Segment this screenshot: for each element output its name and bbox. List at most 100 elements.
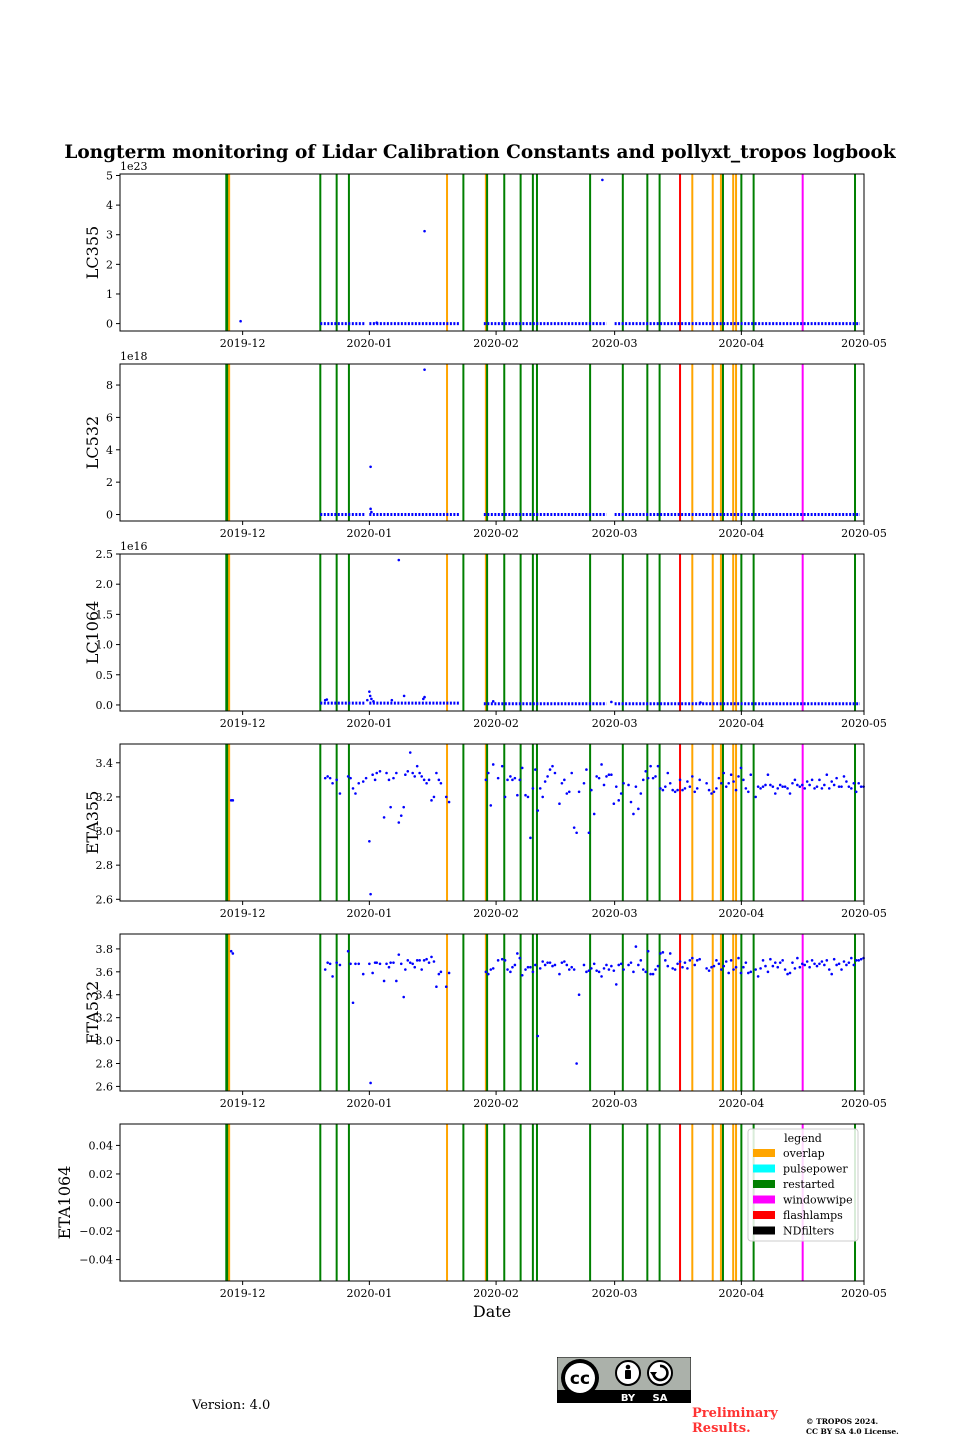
data-point: [432, 795, 436, 799]
data-point: [595, 969, 598, 972]
data-point: [803, 963, 807, 967]
data-point: [710, 965, 713, 969]
data-point: [602, 783, 606, 787]
panel-lc1064: 0.0 0.5 1.0 1.5 2.0 2.5 2019-12 2020-01 2020-02 2…: [83, 540, 887, 730]
x-tick-label: 2020-04: [719, 1097, 765, 1110]
cc-license-badge[interactable]: cc BY SA: [557, 1357, 691, 1403]
data-point: [392, 961, 395, 964]
data-point: [513, 776, 517, 780]
y-tick-label: 2.8: [96, 1057, 114, 1070]
data-point: [354, 792, 357, 795]
data-point: [331, 975, 334, 978]
data-point: [385, 962, 388, 966]
legend-swatch-flashlamps: [753, 1211, 775, 1219]
x-tick-label: 2020-01: [347, 717, 393, 730]
data-point: [415, 764, 419, 768]
y-tick-label: 2.6: [96, 893, 114, 906]
data-point: [827, 787, 831, 790]
data-point: [567, 968, 571, 971]
data-point: [698, 778, 701, 782]
data-point: [754, 795, 757, 799]
data-point: [423, 368, 426, 371]
data-point: [541, 795, 544, 799]
data-point: [575, 1062, 578, 1065]
data-point: [646, 949, 650, 953]
data-point: [747, 790, 750, 794]
data-point: [847, 785, 851, 788]
data-point: [845, 963, 848, 967]
data-point: [413, 775, 417, 778]
data-point: [825, 773, 829, 777]
data-point: [681, 788, 684, 792]
data-point: [666, 964, 670, 968]
attribution-icon: [615, 1360, 641, 1386]
legend-label-flashlamps: flashlamps: [783, 1209, 843, 1222]
data-point: [847, 961, 851, 964]
data-point: [705, 967, 708, 970]
data-point: [793, 778, 797, 782]
y-tick-label: 3.4: [96, 989, 114, 1002]
data-point: [720, 968, 723, 971]
data-point: [649, 972, 652, 976]
data-point: [423, 695, 426, 699]
data-point: [749, 970, 753, 974]
data-point: [778, 961, 782, 964]
x-tick-label: 2020-02: [473, 717, 519, 730]
x-tick-label: 2020-05: [841, 337, 887, 350]
data-point: [543, 780, 547, 783]
x-tick-label: 2020-03: [592, 907, 638, 920]
data-point: [693, 790, 697, 794]
y-tick-label: 0: [106, 509, 113, 522]
data-point: [619, 962, 623, 966]
data-point: [538, 967, 542, 970]
data-point: [491, 967, 495, 970]
data-point: [601, 178, 604, 182]
data-point: [239, 319, 242, 323]
x-tick-label: 2020-02: [473, 907, 519, 920]
data-point: [425, 957, 428, 961]
y-tick-label: 8: [106, 379, 113, 392]
data-point: [629, 961, 633, 964]
data-point: [614, 983, 618, 986]
x-tick-label: 2020-02: [473, 1097, 519, 1110]
data-point: [558, 972, 561, 976]
data-point: [587, 831, 591, 835]
data-point: [357, 781, 361, 785]
y-tick-label: 2.8: [96, 859, 114, 872]
data-point: [560, 961, 564, 964]
data-point: [612, 969, 616, 972]
data-point: [331, 781, 334, 785]
data-point: [854, 790, 858, 794]
data-point: [773, 961, 777, 964]
data-point: [372, 700, 375, 703]
data-point: [600, 975, 603, 978]
data-point: [500, 764, 504, 768]
x-tick-label: 2020-05: [841, 527, 887, 540]
y-tick-label: 2: [106, 258, 113, 271]
data-point: [695, 959, 699, 962]
data-point: [231, 952, 235, 955]
data-point: [842, 960, 846, 963]
data-point: [597, 776, 601, 780]
y-tick-label: 0.02: [89, 1168, 114, 1181]
data-point: [563, 778, 566, 782]
data-point: [729, 773, 733, 777]
data-point: [607, 968, 611, 971]
y-axis-label: LC1064: [83, 601, 102, 665]
data-point: [375, 321, 379, 325]
data-point: [744, 787, 748, 790]
x-axis-label: Date: [473, 1302, 511, 1321]
x-tick-label: 2020-03: [592, 527, 638, 540]
data-point: [553, 771, 557, 775]
data-point: [572, 968, 576, 971]
data-point: [852, 781, 856, 785]
data-point: [783, 968, 787, 971]
data-point: [654, 968, 657, 971]
data-point: [487, 972, 490, 976]
data-point: [734, 965, 738, 969]
data-point: [427, 778, 431, 782]
data-point: [382, 979, 386, 983]
data-point: [496, 776, 500, 780]
data-point: [622, 781, 625, 785]
data-point: [850, 956, 853, 960]
